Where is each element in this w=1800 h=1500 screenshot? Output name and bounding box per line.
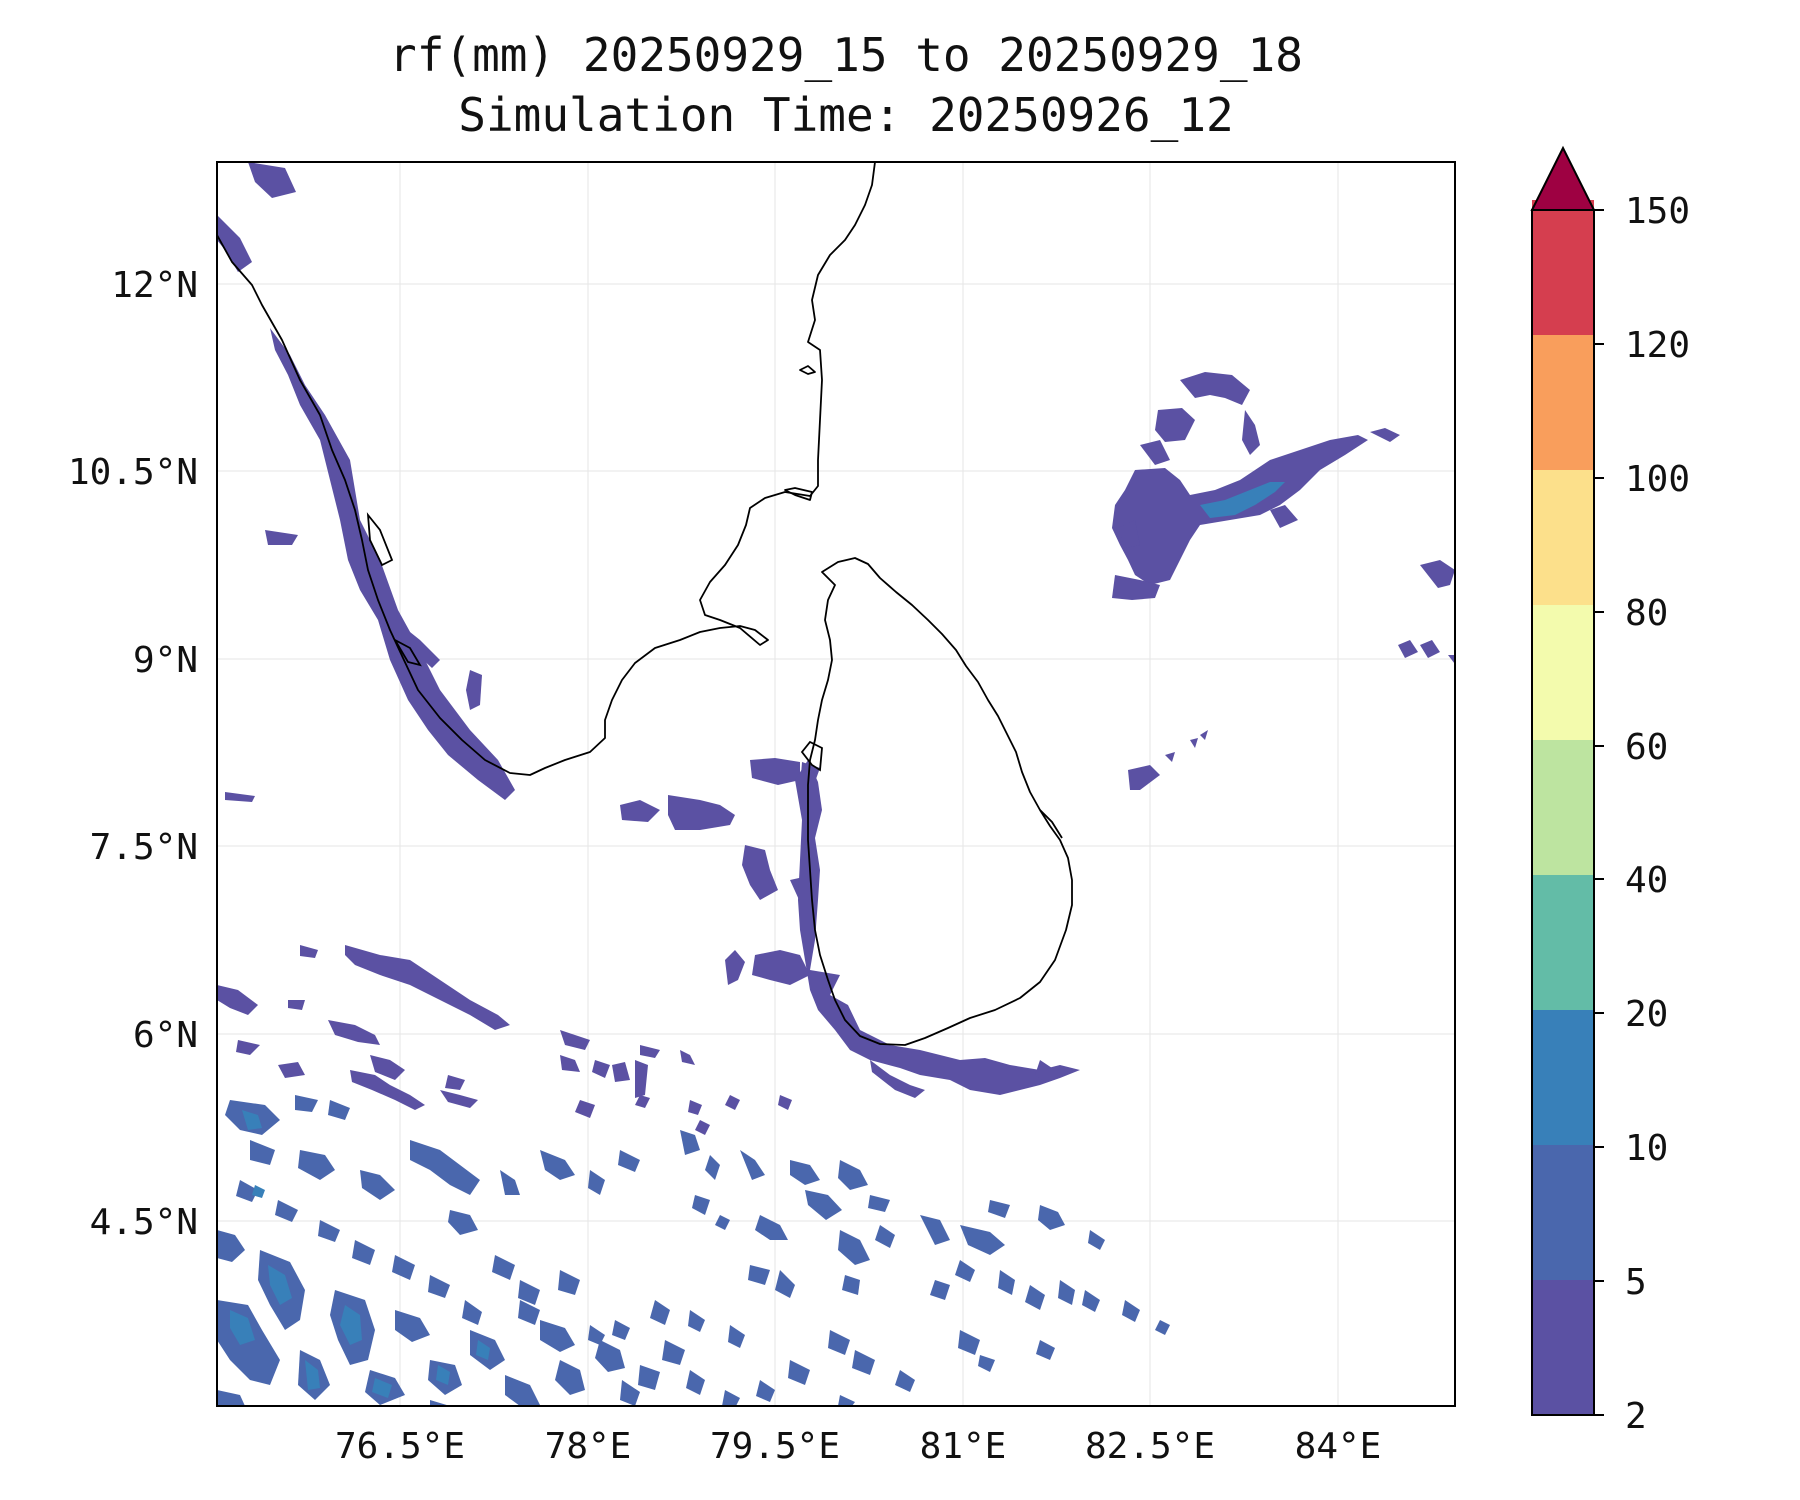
lat-tick-label: 12°N: [111, 265, 198, 306]
lat-tick-label: 4.5°N: [90, 1202, 198, 1243]
lon-tick-label: 76.5°E: [335, 1426, 465, 1467]
lon-tick-label: 78°E: [545, 1426, 632, 1467]
lat-tick-label: 7.5°N: [90, 827, 198, 868]
colorbar-tick-label: 5: [1625, 1262, 1647, 1303]
colorbar-tick-label: 150: [1625, 191, 1690, 232]
colorbar-band: [1532, 200, 1594, 335]
colorbar-band: [1532, 1280, 1594, 1415]
lat-tick-label: 10.5°N: [68, 452, 198, 493]
colorbar-band: [1532, 470, 1594, 605]
colorbar-band: [1532, 335, 1594, 470]
lon-tick-label: 84°E: [1295, 1426, 1382, 1467]
coastline: [217, 162, 1073, 1046]
colorbar-tick-label: 60: [1625, 727, 1668, 768]
lon-tick-label: 82.5°E: [1085, 1426, 1215, 1467]
map-frame: [216, 161, 1456, 1407]
colorbar-tick-label: 10: [1625, 1128, 1668, 1169]
rainfall-patches: [217, 162, 1455, 1406]
map-title: rf(mm) 20250929_15 to 20250929_18: [389, 28, 1303, 82]
simulation-time-subtitle: Simulation Time: 20250926_12: [458, 88, 1234, 142]
gridlines: [217, 162, 1455, 1406]
colorbar-tick-label: 80: [1625, 593, 1668, 634]
colorbar-band: [1532, 1010, 1594, 1145]
lat-tick-label: 9°N: [133, 640, 198, 681]
colorbar-tick-label: 120: [1625, 325, 1690, 366]
lon-tick-label: 81°E: [920, 1426, 1007, 1467]
colorbar-band: [1532, 740, 1594, 875]
colorbar-band: [1532, 605, 1594, 740]
lat-tick-label: 6°N: [133, 1015, 198, 1056]
colorbar-tick-label: 100: [1625, 459, 1690, 500]
colorbar: 2 5 10 20 40 60 80 100 120 150: [1530, 145, 1690, 1437]
colorbar-extend-arrow: [1530, 145, 1596, 211]
colorbar-tick-label: 40: [1625, 860, 1668, 901]
colorbar-band: [1532, 875, 1594, 1010]
colorbar-tick-label: 2: [1625, 1396, 1647, 1437]
colorbar-tick-label: 20: [1625, 994, 1668, 1035]
lon-tick-label: 79.5°E: [710, 1426, 840, 1467]
colorbar-band: [1532, 1145, 1594, 1280]
